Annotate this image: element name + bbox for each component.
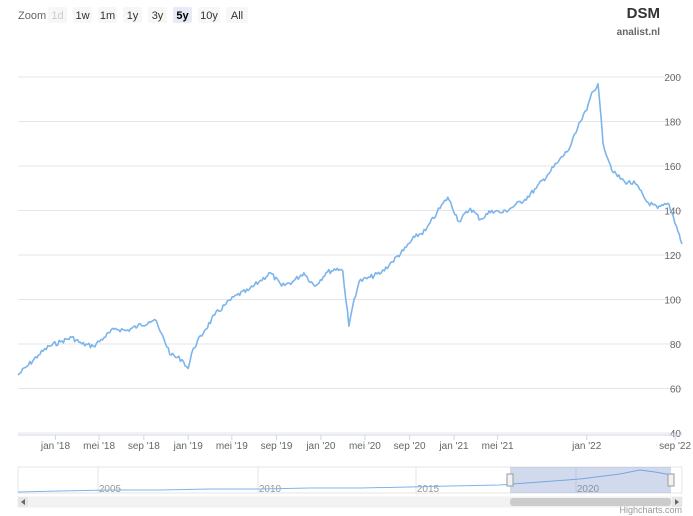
zoom-button-label: 1w xyxy=(75,10,89,22)
navigator-tick-label: 2020 xyxy=(577,484,600,495)
scrollbar[interactable] xyxy=(17,496,683,508)
x-tick-label: jan '18 xyxy=(40,441,71,452)
zoom-button-1y[interactable]: 1y xyxy=(123,7,142,23)
x-tick-label: sep '18 xyxy=(128,441,160,452)
zoom-button-label: 3y xyxy=(152,10,164,22)
x-tick-label: mei '20 xyxy=(349,441,381,452)
scrollbar-thumb[interactable] xyxy=(510,498,671,506)
scroll-right-arrow-icon xyxy=(675,499,679,505)
y-tick-label: 120 xyxy=(664,251,681,262)
x-tick-label: mei '19 xyxy=(216,441,248,452)
zoom-button-3y[interactable]: 3y xyxy=(148,7,167,23)
zoom-button-5y[interactable]: 5y xyxy=(173,7,192,23)
zoom-button-label: 1y xyxy=(127,10,139,22)
x-tick-label: jan '21 xyxy=(438,441,469,452)
y-axis: 406080100120140160180200 xyxy=(664,73,681,440)
credits-link[interactable]: Highcharts.com xyxy=(619,505,682,515)
zoom-button-label: 1d xyxy=(51,10,63,22)
zoom-button-1m[interactable]: 1m xyxy=(98,7,117,23)
zoom-button-1w[interactable]: 1w xyxy=(73,7,92,23)
navigator-tick-label: 2005 xyxy=(99,484,122,495)
navigator-mask[interactable] xyxy=(510,467,671,493)
zoom-button-label: 5y xyxy=(176,10,189,22)
x-tick-label: jan '20 xyxy=(305,441,336,452)
x-tick-label: sep '22 xyxy=(659,441,691,452)
y-tick-label: 60 xyxy=(670,385,682,396)
x-axis: jan '18 mei '18 sep '18 jan '19 mei '19 sep '… xyxy=(40,435,691,452)
y-tick-label: 100 xyxy=(664,296,681,307)
navigator-handle-left[interactable] xyxy=(506,473,514,487)
zoom-button-label: 1m xyxy=(100,10,115,22)
x-tick-label: mei '18 xyxy=(83,441,115,452)
zoom-button-10y[interactable]: 10y xyxy=(198,7,220,23)
zoom-button-label: 10y xyxy=(200,10,218,22)
x-tick-label: sep '20 xyxy=(394,441,426,452)
zoom-button-label: All xyxy=(231,10,243,22)
scroll-left-arrow-icon xyxy=(21,499,25,505)
range-selector: Zoom 1d 1w 1m 1y 3y 5y 10y All xyxy=(18,7,248,23)
navigator-tick-label: 2010 xyxy=(259,484,282,495)
navigator-handle-right[interactable] xyxy=(667,473,675,487)
navigator-axis: 2005 2010 2015 2020 xyxy=(97,467,600,495)
grid-lines xyxy=(18,76,682,434)
zoom-label: Zoom xyxy=(18,10,46,22)
y-tick-label: 80 xyxy=(670,340,682,351)
x-tick-label: mei '21 xyxy=(482,441,514,452)
price-series-line xyxy=(17,82,683,376)
y-tick-label: 200 xyxy=(664,73,681,84)
chart-title: DSM xyxy=(627,5,660,22)
navigator-series xyxy=(17,469,673,493)
zoom-button-all[interactable]: All xyxy=(226,7,248,23)
navigator-tick-label: 2015 xyxy=(417,484,440,495)
zoom-button-1d[interactable]: 1d xyxy=(48,7,67,23)
x-tick-label: jan '22 xyxy=(571,441,602,452)
y-tick-label: 180 xyxy=(664,118,681,129)
x-tick-label: jan '19 xyxy=(173,441,204,452)
navigator[interactable]: 2005 2010 2015 2020 xyxy=(17,466,683,495)
x-tick-label: sep '19 xyxy=(261,441,293,452)
chart-subtitle: analist.nl xyxy=(617,27,661,38)
y-tick-label: 160 xyxy=(664,162,681,173)
y-tick-label: 140 xyxy=(664,207,681,218)
